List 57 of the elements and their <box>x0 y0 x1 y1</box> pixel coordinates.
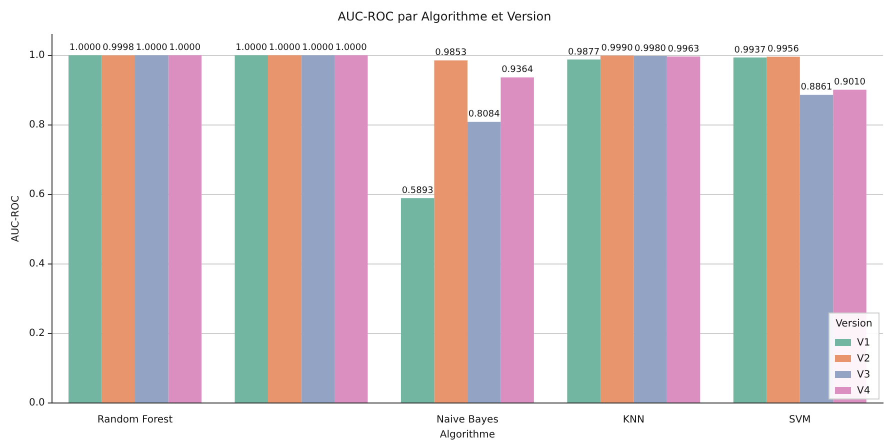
bar <box>567 60 600 402</box>
y-tick-label: 0.2 <box>28 328 45 340</box>
data-label: 0.9998 <box>102 43 134 54</box>
data-label: 0.5893 <box>402 186 434 196</box>
data-label: 1.0000 <box>69 43 102 54</box>
bar <box>434 60 468 402</box>
bar <box>666 56 700 402</box>
y-tick-label: 0.6 <box>28 188 45 200</box>
y-tick-label: 0.8 <box>28 119 45 130</box>
data-label: 0.9010 <box>834 78 866 88</box>
bar <box>102 55 136 402</box>
data-label: 1.0000 <box>268 43 301 54</box>
bar <box>500 77 534 402</box>
data-label: 1.0000 <box>136 43 168 54</box>
y-tick-label: 0.0 <box>28 398 45 409</box>
data-label: 0.9364 <box>502 65 534 76</box>
data-label: 0.8084 <box>468 110 500 120</box>
data-label: 0.9853 <box>435 48 467 58</box>
bar <box>234 55 268 402</box>
bar <box>733 57 767 402</box>
data-label: 0.9963 <box>668 44 700 54</box>
x-tick-label: SVM <box>788 414 811 426</box>
bar <box>400 198 434 402</box>
data-label: 1.0000 <box>236 43 268 54</box>
bar <box>268 55 302 402</box>
bar <box>68 55 102 402</box>
y-axis-title: AUC-ROC <box>10 195 22 242</box>
legend-label: V3 <box>857 370 870 381</box>
data-label: 1.0000 <box>335 43 368 54</box>
x-tick-label: KNN <box>622 414 644 426</box>
data-label: 0.8861 <box>800 82 832 93</box>
data-label: 1.0000 <box>169 43 201 54</box>
bar <box>800 94 834 402</box>
data-label: 0.9990 <box>601 43 634 54</box>
chart-title: AUC-ROC par Algorithme et Version <box>338 9 552 24</box>
bar <box>301 55 334 402</box>
bar <box>467 122 501 402</box>
data-label: 0.9956 <box>768 44 800 55</box>
legend-label: V4 <box>857 386 870 397</box>
data-label: 0.9937 <box>734 45 766 56</box>
x-axis-title: Algorithme <box>440 430 496 441</box>
legend-label: V2 <box>857 354 870 365</box>
bar <box>334 55 368 402</box>
bar <box>600 56 634 402</box>
data-label: 0.9877 <box>568 47 600 58</box>
x-tick-label: Random Forest <box>97 414 173 426</box>
data-label: 1.0000 <box>302 43 334 54</box>
y-tick-label: 1.0 <box>28 50 45 61</box>
x-tick-label: Naive Bayes <box>436 414 498 426</box>
bar <box>168 55 202 402</box>
bar <box>766 56 800 402</box>
data-label: 0.9980 <box>634 44 666 54</box>
bar <box>634 56 667 402</box>
bar <box>135 55 168 402</box>
y-tick-label: 0.4 <box>28 258 45 270</box>
legend-title: Version <box>836 318 872 330</box>
legend-label: V1 <box>857 338 870 349</box>
